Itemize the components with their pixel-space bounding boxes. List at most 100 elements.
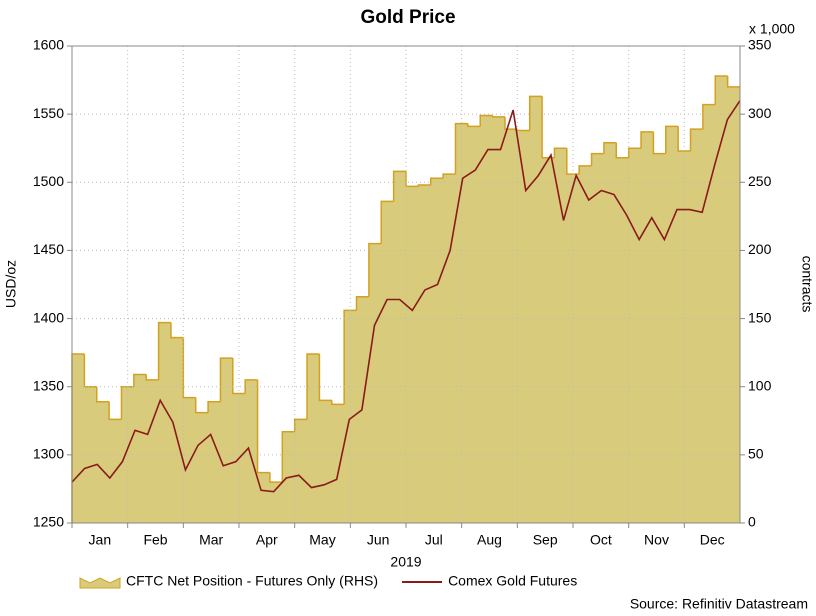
area-edge bbox=[442, 173, 456, 179]
area-edge bbox=[133, 373, 147, 387]
area-step bbox=[455, 123, 469, 523]
legend-label: CFTC Net Position - Futures Only (RHS) bbox=[126, 573, 378, 589]
area-step bbox=[628, 148, 642, 523]
area-edge bbox=[306, 353, 320, 420]
area-edge bbox=[343, 309, 357, 405]
area-edge bbox=[615, 142, 629, 159]
area-step bbox=[368, 243, 382, 523]
area-step bbox=[331, 404, 345, 523]
area-edge bbox=[269, 472, 283, 483]
area-step bbox=[158, 322, 172, 523]
area-step bbox=[393, 171, 407, 523]
area-step bbox=[529, 96, 543, 523]
x-axis-label: 2019 bbox=[390, 554, 421, 570]
area-edge bbox=[293, 418, 308, 432]
y2-multiplier: x 1,000 bbox=[749, 21, 795, 37]
area-edge bbox=[108, 401, 122, 421]
y-tick-label: 1500 bbox=[33, 173, 64, 189]
area-step bbox=[133, 374, 147, 523]
y2-tick-label: 100 bbox=[748, 377, 772, 393]
area-step bbox=[715, 75, 729, 524]
area-step bbox=[344, 310, 358, 523]
area-step bbox=[170, 337, 184, 523]
area-edge bbox=[677, 126, 691, 152]
area-step bbox=[430, 178, 444, 523]
area-step bbox=[208, 401, 221, 523]
area-step bbox=[467, 126, 481, 523]
area-edge bbox=[528, 95, 543, 131]
source-note: Source: Refinitiv Datastream bbox=[630, 596, 808, 612]
area-step bbox=[665, 126, 679, 523]
area-edge bbox=[318, 354, 332, 402]
area-edge bbox=[541, 96, 555, 159]
area-step bbox=[319, 400, 333, 523]
y2-tick-label: 350 bbox=[748, 37, 772, 53]
chart-title: Gold Price bbox=[360, 7, 455, 28]
area-step bbox=[146, 379, 160, 523]
x-tick-label: Mar bbox=[199, 532, 223, 548]
area-step bbox=[220, 358, 234, 523]
y-tick-label: 1450 bbox=[33, 241, 64, 257]
area-step bbox=[702, 104, 716, 524]
area-edge bbox=[640, 131, 654, 149]
area-step bbox=[195, 412, 209, 523]
price-line bbox=[71, 100, 741, 493]
area-step bbox=[678, 150, 692, 523]
area-edge bbox=[95, 386, 110, 403]
area-step bbox=[579, 165, 593, 523]
area-edge bbox=[194, 397, 209, 414]
area-edge bbox=[702, 103, 716, 130]
legend-label: Comex Gold Futures bbox=[448, 573, 577, 589]
area-step bbox=[418, 185, 432, 524]
x-tick-label: Jun bbox=[367, 532, 390, 548]
x-tick-label: Jul bbox=[425, 532, 443, 548]
area-edge bbox=[578, 165, 592, 175]
x-tick-label: Nov bbox=[644, 532, 669, 548]
area-step bbox=[294, 419, 308, 523]
area-edge bbox=[120, 385, 134, 420]
area-edge bbox=[603, 142, 617, 154]
area-edge bbox=[504, 116, 518, 130]
area-edge bbox=[355, 296, 369, 311]
area-edge bbox=[83, 354, 97, 388]
area-step bbox=[356, 296, 370, 523]
area-step bbox=[406, 186, 419, 524]
area-edge bbox=[665, 125, 679, 154]
area-edge bbox=[652, 131, 666, 155]
area-edge bbox=[281, 430, 295, 483]
y-tick-label: 1350 bbox=[33, 377, 64, 393]
y2-tick-label: 50 bbox=[748, 446, 764, 462]
area-edge bbox=[170, 322, 184, 339]
area-edge bbox=[256, 379, 270, 474]
area-edge bbox=[467, 123, 481, 128]
y-tick-label: 1600 bbox=[33, 37, 64, 53]
y2-tick-label: 150 bbox=[748, 309, 772, 325]
area-step bbox=[307, 354, 320, 523]
y2-tick-label: 250 bbox=[748, 173, 772, 189]
area-step bbox=[72, 354, 85, 523]
area-step bbox=[504, 129, 518, 524]
y-tick-label: 1550 bbox=[33, 105, 64, 121]
area-edge bbox=[182, 337, 196, 399]
area-edge bbox=[380, 200, 394, 244]
x-tick-label: Apr bbox=[256, 532, 278, 548]
area-step bbox=[554, 148, 568, 523]
area-edge bbox=[454, 122, 468, 175]
y2-axis-label: contracts bbox=[799, 256, 815, 313]
area-edge bbox=[405, 171, 419, 188]
area-edge bbox=[368, 242, 382, 297]
y-tick-label: 1300 bbox=[33, 446, 64, 462]
x-tick-label: Dec bbox=[700, 532, 725, 548]
area-step bbox=[641, 131, 654, 524]
x-tick-label: Sep bbox=[533, 532, 558, 548]
x-tick-label: Feb bbox=[143, 532, 167, 548]
area-step bbox=[653, 153, 667, 523]
area-step bbox=[591, 153, 605, 523]
area-edge bbox=[714, 75, 728, 105]
area-edge bbox=[726, 75, 740, 88]
area-step bbox=[492, 116, 506, 524]
area-edge bbox=[417, 184, 431, 187]
legend-swatch bbox=[79, 577, 121, 589]
area-edge bbox=[479, 114, 493, 127]
